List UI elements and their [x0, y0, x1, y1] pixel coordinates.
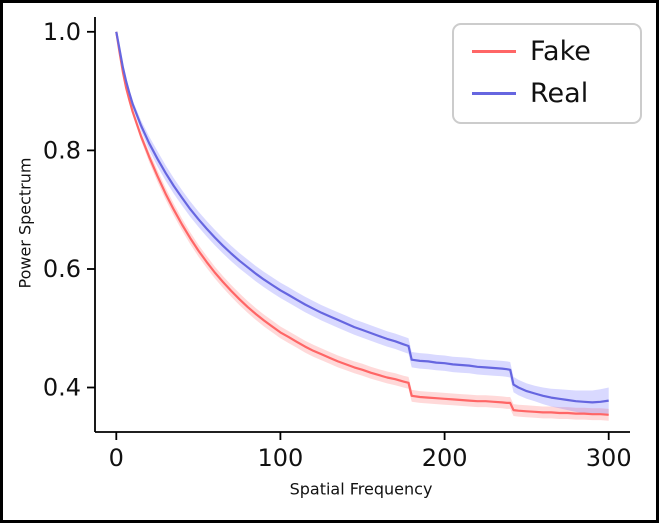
power-spectrum-chart: 0.4 0.6 0.8 1.0 0 100 200 300	[43, 17, 632, 472]
series-line-fake	[115, 31, 609, 416]
y-tick-label: 0.8	[43, 136, 81, 164]
x-tick-label: 200	[422, 444, 468, 472]
y-tick-label: 0.4	[43, 374, 81, 402]
y-tick-label: 0.6	[43, 255, 81, 283]
legend-label-fake: Fake	[530, 36, 591, 67]
legend-line-swatch-real	[472, 92, 516, 96]
legend-line-swatch-fake	[472, 50, 516, 54]
legend-entry-real: Real	[472, 77, 640, 109]
confidence-band-real	[116, 31, 609, 415]
x-axis-label: Spatial Frequency	[289, 479, 433, 499]
y-tick-label: 1.0	[43, 18, 81, 46]
x-tick-label: 0	[109, 444, 124, 472]
x-tick-label: 300	[586, 444, 632, 472]
x-tick-label: 100	[257, 444, 303, 472]
legend-label-real: Real	[530, 77, 589, 109]
legend-entry-fake: Fake	[472, 37, 640, 67]
series-line-real	[115, 31, 609, 404]
legend: Fake Real	[452, 23, 642, 125]
y-axis-label: Power Spectrum	[15, 157, 35, 289]
